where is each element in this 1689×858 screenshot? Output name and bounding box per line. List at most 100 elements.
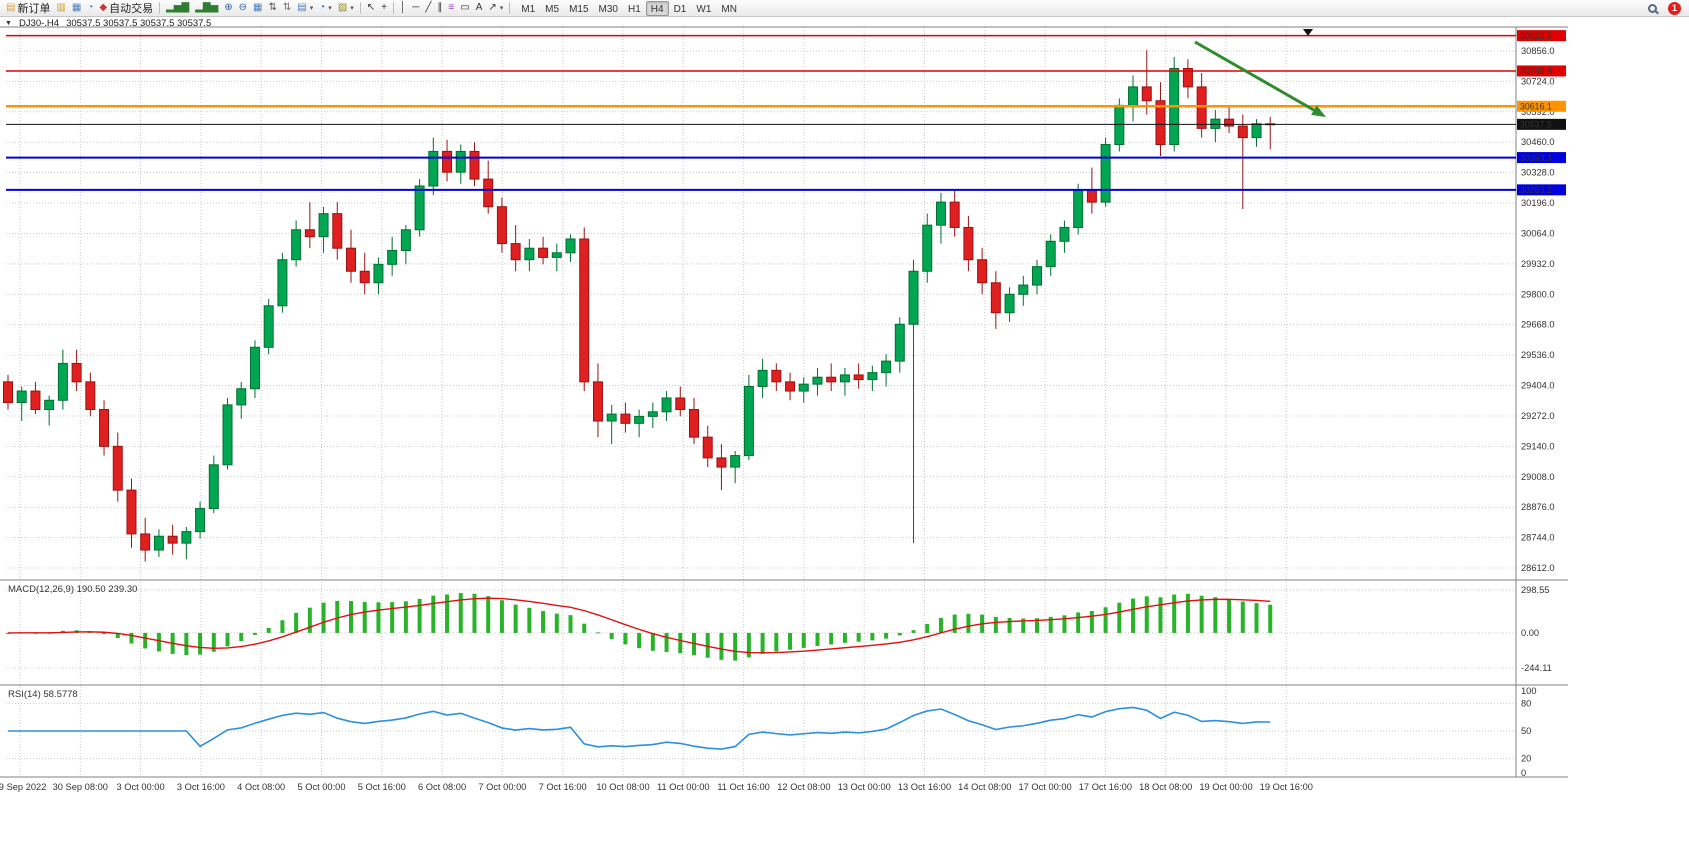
price-axis-label: 29536.0 xyxy=(1521,350,1555,360)
vertical-line-button[interactable]: │ xyxy=(397,1,409,16)
candle xyxy=(620,402,631,433)
arrange-ascending-button[interactable]: ⇅ xyxy=(266,1,280,16)
candle xyxy=(304,202,315,249)
macd-histogram-bar xyxy=(774,632,779,652)
candle xyxy=(57,349,68,410)
arrows-button[interactable]: ↗ ▾ xyxy=(485,1,506,16)
new-chart-button[interactable]: ▤ ▾ xyxy=(294,1,316,16)
candle xyxy=(1032,259,1042,295)
candle xyxy=(414,179,425,237)
candle xyxy=(263,298,274,355)
price-tag-label: 30616.1 xyxy=(1520,101,1552,111)
timeframe-m1-button[interactable]: M1 xyxy=(521,3,536,15)
macd-histogram-bar xyxy=(1213,597,1218,633)
candle xyxy=(1182,59,1193,99)
candle xyxy=(839,368,850,396)
price-chart-canvas[interactable]: 29 Sep 2022 30 Sep 08:00 3 Oct 00:00 3 Oct … xyxy=(0,17,1689,858)
notification-badge[interactable]: 1 xyxy=(1668,1,1681,15)
crosshair-icon: + xyxy=(381,2,388,13)
toolbar-separator xyxy=(159,2,161,14)
crosshair-button[interactable]: + xyxy=(378,1,390,16)
navigator-button[interactable]: ◔ xyxy=(84,1,96,16)
chart-area[interactable]: 29 Sep 2022 30 Sep 08:00 3 Oct 00:00 3 Oct … xyxy=(0,17,1689,858)
shapes-button[interactable]: ▭ xyxy=(457,1,472,16)
macd-histogram-bar xyxy=(760,632,765,654)
macd-histogram-bar xyxy=(349,601,353,633)
macd-histogram-bar xyxy=(842,632,847,643)
candle xyxy=(277,252,288,313)
macd-histogram-bar xyxy=(788,632,793,650)
horizontal-line-button[interactable]: ─ xyxy=(409,1,422,16)
profiles-button[interactable]: ◔ ▾ xyxy=(316,1,335,16)
trendline-button[interactable]: ╱ xyxy=(422,1,434,16)
macd-histogram-bar xyxy=(307,607,312,633)
timeframe-m30-button[interactable]: M30 xyxy=(598,3,618,15)
tile-windows-button[interactable]: ▦ xyxy=(250,1,265,16)
candle xyxy=(359,252,370,295)
timeframe-m5-button[interactable]: M5 xyxy=(545,3,560,15)
candle xyxy=(387,236,398,276)
macd-histogram-bar xyxy=(445,594,450,633)
macd-histogram-bar xyxy=(815,632,820,646)
timeframe-mn-button[interactable]: MN xyxy=(721,3,737,15)
time-axis-label: 19 Oct 16:00 xyxy=(1260,782,1313,792)
timeframe-m15-button[interactable]: M15 xyxy=(569,3,589,15)
price-tag-label: 30922.5 xyxy=(1520,31,1552,41)
cursor-button[interactable]: ↖ xyxy=(364,1,378,16)
macd-histogram-bar xyxy=(1144,596,1149,633)
timeframe-h1-button[interactable]: H1 xyxy=(627,3,641,15)
fibonacci-button[interactable]: ≡ xyxy=(445,1,457,16)
trend-arrow[interactable] xyxy=(1194,40,1326,117)
text-button[interactable]: A xyxy=(473,1,486,16)
search-button[interactable] xyxy=(1645,1,1660,16)
price-axis-label: 30724.0 xyxy=(1521,76,1555,86)
macd-histogram-bar xyxy=(1048,616,1053,633)
autotrading-button[interactable]: ◆ 自动交易 xyxy=(96,1,156,16)
macd-histogram-bar xyxy=(1172,594,1177,633)
candle xyxy=(785,372,796,401)
market-watch-button[interactable]: ▥ xyxy=(53,1,68,16)
macd-histogram-bar xyxy=(1158,597,1163,633)
zoom-out-button[interactable]: ⊖ xyxy=(236,1,250,16)
macd-histogram-bar xyxy=(1021,618,1026,633)
chevron-down-icon: ▾ xyxy=(350,5,354,12)
chart-window-button[interactable]: ▂▇▅ xyxy=(192,1,221,16)
time-axis-label: 18 Oct 08:00 xyxy=(1139,782,1192,792)
templates-button[interactable]: ▧ ▾ xyxy=(335,1,357,16)
price-tag xyxy=(1517,30,1566,42)
price-axis-label: 29272.0 xyxy=(1521,411,1555,421)
candle xyxy=(661,391,672,422)
price-tag xyxy=(1517,184,1566,196)
indicator-window-button[interactable]: ▂▅▇ xyxy=(163,1,192,16)
timeframe-d1-button[interactable]: D1 xyxy=(673,3,687,15)
new-order-button[interactable]: ▤ 新订单 xyxy=(3,1,53,16)
data-window-button[interactable]: ▦ xyxy=(69,1,84,16)
candle xyxy=(1059,220,1070,253)
arrange-descending-button[interactable]: ⇅ xyxy=(280,1,294,16)
macd-histogram-bar xyxy=(801,632,806,648)
candle xyxy=(346,229,356,283)
candle xyxy=(195,501,206,539)
time-axis-label: 6 Oct 08:00 xyxy=(418,782,466,792)
macd-histogram-bar xyxy=(458,593,463,633)
autotrading-button-label: 自动交易 xyxy=(109,3,154,15)
price-tag-label: 30393.3 xyxy=(1520,153,1552,163)
rsi-axis-label: 50 xyxy=(1521,726,1531,736)
macd-histogram-bar xyxy=(499,600,504,633)
chart-shift-marker[interactable] xyxy=(1303,29,1313,36)
timeframe-h4-button[interactable]: H4 xyxy=(645,0,669,16)
candle xyxy=(44,395,55,426)
candle xyxy=(606,404,617,445)
macd-histogram-bar xyxy=(678,632,683,654)
macd-signal-line xyxy=(7,597,1271,654)
macd-histogram-bar xyxy=(6,632,10,634)
candle xyxy=(949,190,960,237)
zoom-in-button[interactable]: ⊕ xyxy=(221,1,235,16)
candle xyxy=(1004,287,1015,322)
candle xyxy=(853,363,864,389)
channel-button[interactable]: ∥ xyxy=(434,1,445,16)
timeframe-w1-button[interactable]: W1 xyxy=(696,3,712,15)
arrow-head-icon xyxy=(1311,105,1326,117)
rsi-pane: 100 80 50 20 0 xyxy=(6,686,1537,778)
macd-histogram-bar xyxy=(252,632,257,635)
